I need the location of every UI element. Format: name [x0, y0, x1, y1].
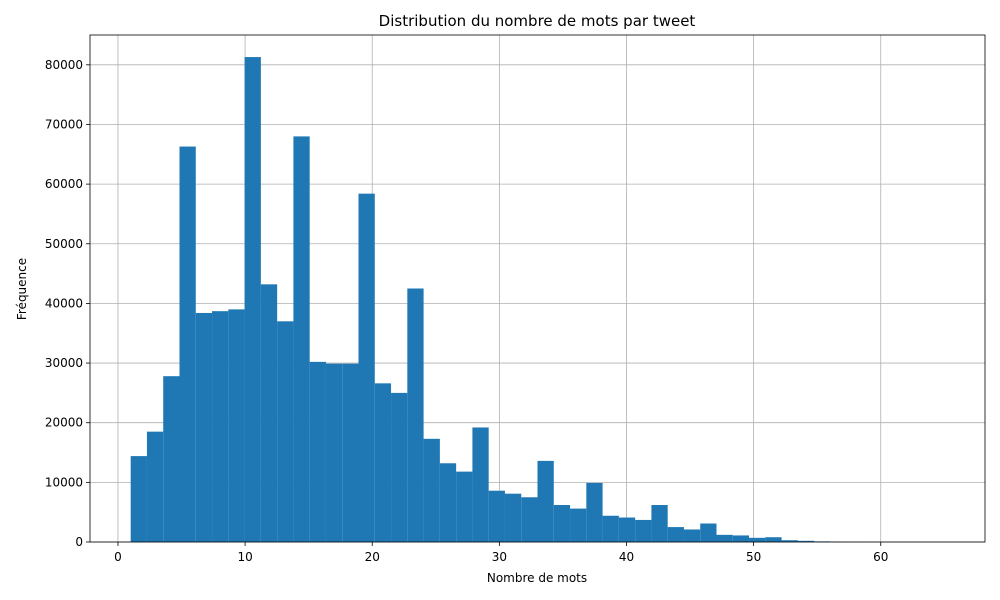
y-tick-label: 70000: [45, 117, 83, 131]
histogram-bar: [358, 193, 375, 542]
histogram-bar: [179, 146, 196, 543]
x-tick-label: 60: [873, 550, 888, 564]
y-axis-ticks: 0 10000 20000 30000 40000 50000 60000 70000 8000…: [45, 58, 90, 549]
histogram-bar: [570, 508, 587, 542]
plot-frame: [89, 34, 986, 543]
histogram-bar: [749, 537, 766, 542]
histogram-bars: [130, 57, 945, 543]
histogram-bar: [651, 505, 668, 542]
histogram-bar: [521, 497, 538, 542]
histogram-bar: [260, 284, 278, 542]
y-axis-label: Fréquence: [15, 258, 29, 320]
histogram-bar: [602, 515, 619, 542]
histogram-bar: [472, 427, 489, 542]
y-tick-label: 40000: [45, 296, 83, 310]
histogram-bar: [553, 505, 571, 542]
histogram-bar: [244, 57, 261, 543]
histogram-bar: [407, 288, 424, 542]
x-tick-label: 20: [365, 550, 380, 564]
histogram-bar: [765, 537, 782, 542]
y-tick-label: 50000: [45, 237, 83, 251]
y-tick-label: 60000: [45, 177, 83, 191]
histogram-bar: [342, 363, 359, 542]
x-tick-label: 50: [746, 550, 761, 564]
histogram-bar: [456, 471, 473, 542]
histogram-bar: [212, 311, 229, 542]
x-tick-label: 0: [114, 550, 122, 564]
y-tick-label: 80000: [45, 58, 83, 72]
histogram-bar: [732, 535, 750, 542]
chart-title: Distribution du nombre de mots par tweet: [379, 12, 696, 30]
histogram-bar: [374, 383, 392, 542]
histogram-bar: [309, 361, 326, 542]
histogram-bar: [277, 321, 294, 542]
histogram-bar: [146, 431, 164, 542]
histogram-bar: [391, 392, 408, 542]
x-tick-label: 30: [492, 550, 507, 564]
histogram-bar: [488, 490, 505, 542]
histogram-bar: [781, 540, 798, 542]
histogram-bar: [439, 463, 457, 542]
histogram-bar: [797, 540, 815, 542]
histogram-bar: [700, 523, 717, 542]
histogram-bar: [635, 519, 652, 542]
y-tick-label: 0: [75, 535, 83, 549]
x-tick-label: 40: [619, 550, 634, 564]
histogram-bar: [586, 482, 603, 542]
histogram-bar: [504, 493, 522, 542]
histogram-bar: [618, 517, 636, 542]
histogram-bar: [228, 309, 245, 542]
x-tick-label: 10: [237, 550, 252, 564]
y-tick-label: 30000: [45, 356, 83, 370]
histogram-bar: [130, 456, 147, 542]
histogram-bar: [163, 376, 180, 542]
y-tick-label: 10000: [45, 475, 83, 489]
histogram-bar: [325, 363, 343, 542]
histogram-bar: [667, 527, 684, 542]
histogram-bar: [537, 460, 554, 542]
histogram-bar: [716, 534, 733, 542]
x-axis-ticks: 0 10 20 30 40 50 60: [114, 542, 888, 564]
x-axis-label: Nombre de mots: [487, 571, 587, 585]
y-tick-label: 20000: [45, 416, 83, 430]
histogram-bar: [683, 529, 701, 542]
histogram-bar: [195, 312, 213, 542]
histogram-bar: [293, 136, 310, 542]
histogram-bar: [423, 438, 440, 542]
